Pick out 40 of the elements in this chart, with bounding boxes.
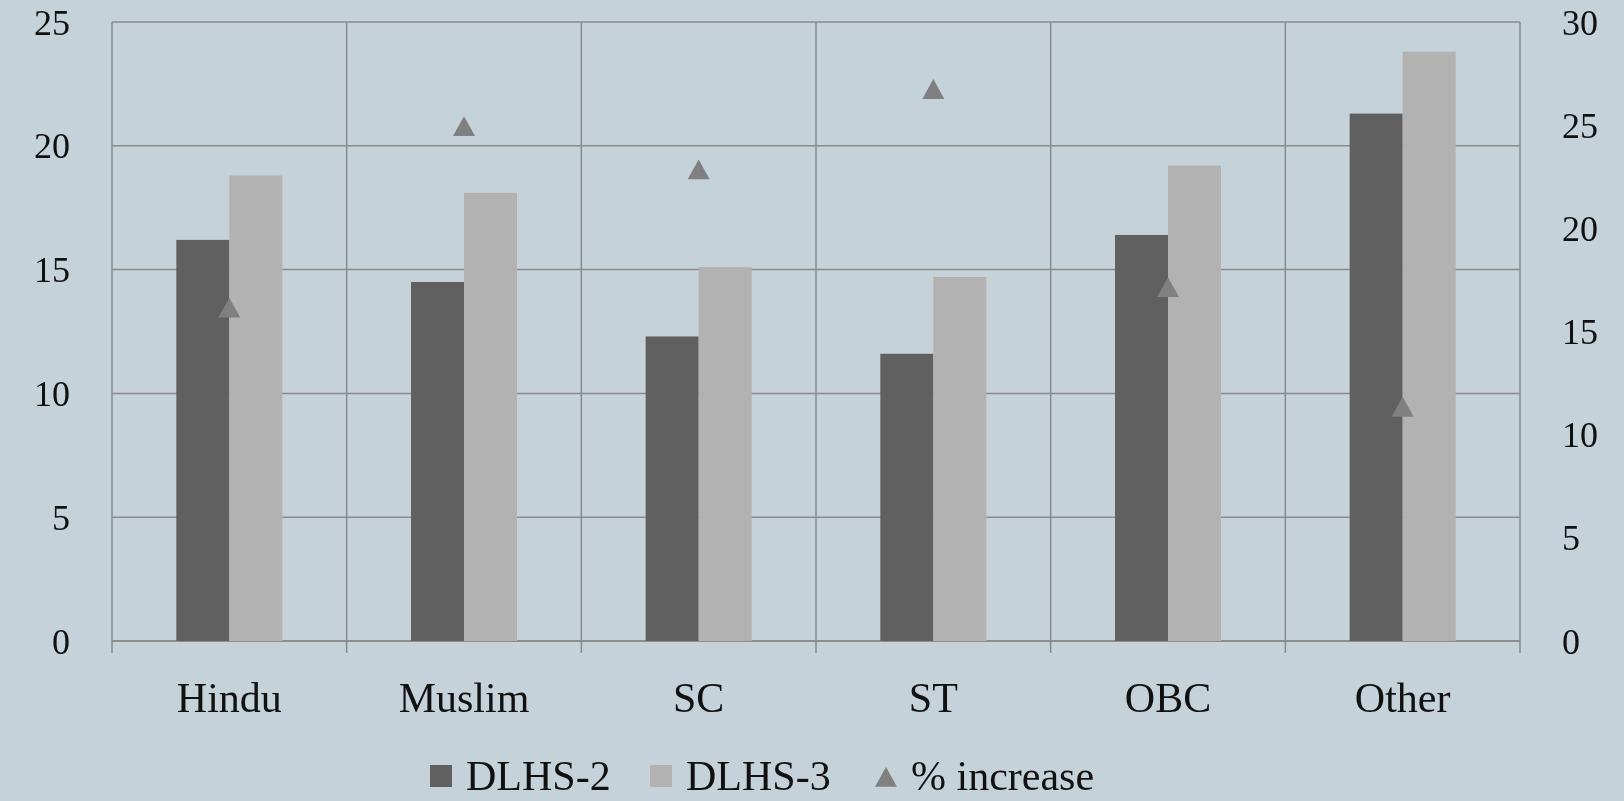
bar [176, 239, 230, 641]
legend-label: DLHS-3 [686, 753, 831, 799]
point [1391, 396, 1414, 417]
y2-tick-label: 10 [1562, 415, 1598, 456]
bar [933, 277, 987, 641]
bar [698, 267, 752, 641]
y2-tick-label: 30 [1562, 2, 1598, 43]
bar [1115, 234, 1168, 641]
y2-tick-label: 5 [1562, 518, 1580, 559]
point [922, 79, 945, 99]
y-tick-label: 15 [34, 250, 70, 291]
x-tick-label: Muslim [398, 675, 530, 721]
x-tick-label: OBC [1124, 675, 1212, 721]
y-tick-label: 20 [34, 126, 70, 167]
x-tick-label: Other [1354, 675, 1451, 721]
y2-tick-label: 20 [1562, 208, 1598, 249]
y-tick-label: 10 [34, 374, 70, 414]
legend-label: DLHS-2 [466, 753, 611, 799]
point [218, 297, 241, 318]
bar [229, 175, 283, 641]
x-tick-label: SC [672, 675, 725, 721]
bar [880, 353, 934, 641]
bar [1168, 165, 1221, 641]
point [453, 116, 475, 137]
x-tick-label: Hindu [176, 675, 282, 721]
y-tick-label: 5 [52, 497, 70, 538]
point [1157, 277, 1179, 297]
bar [645, 336, 699, 641]
bar [1349, 113, 1403, 641]
x-tick-label: ST [908, 675, 958, 721]
point [687, 159, 710, 180]
y-tick-label: 0 [52, 621, 70, 662]
y2-tick-label: 25 [1562, 105, 1598, 146]
bar [411, 281, 464, 641]
y2-tick-label: 15 [1562, 312, 1598, 353]
legend-label: % increase [911, 753, 1095, 799]
y-tick-label: 25 [34, 2, 70, 43]
bar [464, 192, 517, 641]
bar [1402, 51, 1456, 641]
y2-tick-label: 0 [1562, 621, 1580, 662]
